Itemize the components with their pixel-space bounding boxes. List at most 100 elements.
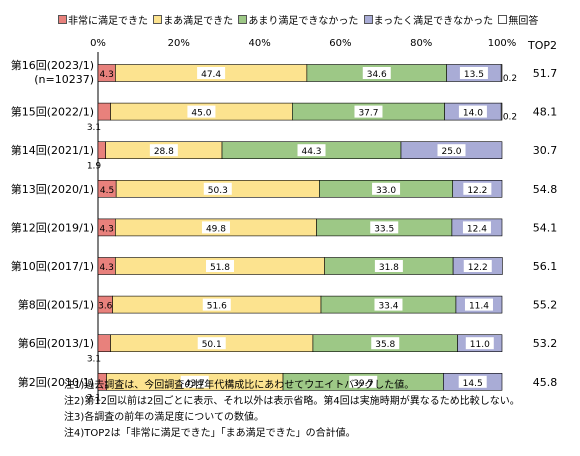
data-label: 12.2 bbox=[467, 186, 487, 196]
footnote-1: 注1)過去調査は、今回調査の性年代構成比にあわせてウエイトバックした値。 bbox=[64, 380, 415, 391]
data-label: 50.3 bbox=[208, 186, 228, 196]
data-label: 33.5 bbox=[374, 224, 394, 234]
legend-label-not-very-satisfied: あまり満足できなかった bbox=[248, 16, 359, 27]
top2-header: TOP2 bbox=[528, 39, 558, 52]
top2-value: 54.8 bbox=[533, 183, 558, 196]
data-label-bg bbox=[465, 337, 494, 350]
data-label-bg bbox=[463, 182, 492, 195]
category-label: 第10回(2017/1) bbox=[11, 259, 94, 273]
data-label: 51.8 bbox=[210, 263, 230, 273]
data-label: 1.9 bbox=[87, 162, 102, 172]
category-label: 第16回(2023/1) bbox=[11, 58, 94, 72]
chart-legend: 非常に満足できた まあ満足できた あまり満足できなかった まったく満足できなかっ… bbox=[58, 12, 540, 27]
data-label: 45.0 bbox=[191, 109, 211, 119]
data-label-bg bbox=[374, 260, 403, 272]
top2-value: 45.8 bbox=[533, 376, 558, 389]
data-label: 2.1 bbox=[87, 393, 101, 403]
data-label-bg bbox=[354, 105, 383, 118]
bar-segment bbox=[97, 102, 111, 121]
data-label-bg bbox=[462, 221, 491, 234]
data-label-bg bbox=[372, 182, 401, 195]
data-label-bg bbox=[437, 144, 466, 157]
top2-value: 54.1 bbox=[533, 221, 558, 234]
footnote-3: 注3)各調査の前年の満足度についての数値。 bbox=[64, 412, 264, 423]
data-label: 14.5 bbox=[463, 379, 483, 389]
data-label-bg bbox=[201, 221, 230, 234]
data-label-bg bbox=[202, 298, 231, 311]
legend-swatch-somewhat-satisfied bbox=[153, 15, 163, 24]
data-label-bg bbox=[370, 221, 399, 234]
x-tick-label: 40% bbox=[248, 38, 270, 49]
data-label-bg bbox=[459, 67, 488, 79]
category-label: 第14回(2021/1) bbox=[11, 143, 94, 157]
data-label-bg bbox=[187, 105, 216, 118]
data-label-bg bbox=[371, 337, 400, 350]
legend-item-somewhat-satisfied: まあ満足できた bbox=[153, 12, 233, 27]
data-label: 3.1 bbox=[87, 355, 101, 365]
footnotes: 注1)過去調査は、今回調査の性年代構成比にあわせてウエイトバックした値。 注2)… bbox=[64, 378, 574, 442]
top2-value: 53.2 bbox=[533, 337, 558, 350]
data-label: 4.3 bbox=[100, 224, 114, 234]
data-label: 4.3 bbox=[100, 263, 114, 273]
legend-swatch-very-satisfied bbox=[58, 15, 67, 24]
data-label: 31.8 bbox=[379, 263, 399, 273]
data-label-bg bbox=[362, 67, 391, 79]
data-label: 44.3 bbox=[301, 147, 321, 157]
data-label-bg bbox=[203, 182, 232, 195]
data-label-bg bbox=[463, 260, 492, 272]
top2-value: 55.2 bbox=[533, 299, 558, 312]
data-label: 47.4 bbox=[201, 70, 221, 80]
data-label: 49.8 bbox=[206, 224, 226, 234]
data-label: 11.0 bbox=[470, 340, 490, 350]
legend-label-somewhat-satisfied: まあ満足できた bbox=[163, 16, 234, 27]
data-label-bg bbox=[197, 337, 226, 350]
data-label: 4.5 bbox=[100, 186, 114, 196]
data-label: 34.6 bbox=[367, 70, 387, 80]
data-label: 14.0 bbox=[463, 109, 483, 119]
legend-item-not-at-all-satisfied: まったく満足できなかった bbox=[363, 12, 494, 27]
data-label: 3.1 bbox=[87, 123, 101, 133]
category-label: 第8回(2015/1) bbox=[18, 298, 94, 312]
footnote-4: 注4)TOP2は「非常に満足できた」「まあ満足できた」の合計値。 bbox=[64, 428, 356, 439]
data-label-bg bbox=[458, 105, 487, 118]
top2-value: 51.7 bbox=[533, 67, 558, 80]
top2-value: 30.7 bbox=[533, 144, 558, 157]
data-label: 4.3 bbox=[100, 70, 114, 80]
footnote-2: 注2)第12回以前は2回ごとに表示、それ以外は表示省略。第4回は実施時期が異なる… bbox=[64, 396, 520, 407]
data-label-bg bbox=[180, 375, 209, 388]
bar-segment bbox=[97, 141, 106, 159]
category-label: 第15回(2022/1) bbox=[11, 105, 94, 119]
x-tick-label: 100% bbox=[488, 38, 517, 49]
bar-segment bbox=[500, 64, 503, 82]
data-label: 35.8 bbox=[375, 340, 395, 350]
data-label: 13.5 bbox=[464, 70, 484, 80]
legend-item-no-answer: 無回答 bbox=[498, 12, 538, 27]
data-label-bg bbox=[149, 144, 178, 157]
data-label-bg bbox=[197, 67, 226, 79]
x-tick-label: 0% bbox=[90, 38, 106, 49]
data-label-bg bbox=[349, 375, 378, 388]
data-label: 3.6 bbox=[98, 302, 113, 312]
x-tick-label: 20% bbox=[168, 38, 190, 49]
data-label: 12.4 bbox=[467, 224, 487, 234]
data-label: 43.7 bbox=[185, 379, 205, 389]
data-label: 33.4 bbox=[378, 302, 398, 312]
data-label: 37.7 bbox=[358, 109, 378, 119]
bar-segment bbox=[500, 102, 503, 121]
bar-segment bbox=[97, 334, 111, 353]
legend-swatch-not-very-satisfied bbox=[238, 15, 248, 24]
legend-item-not-very-satisfied: あまり満足できなかった bbox=[238, 12, 358, 27]
data-label-bg bbox=[297, 144, 326, 157]
top2-value: 48.1 bbox=[533, 106, 558, 119]
data-label: 50.1 bbox=[202, 340, 222, 350]
category-label: 第13回(2020/1) bbox=[11, 182, 94, 196]
legend-label-not-at-all-satisfied: まったく満足できなかった bbox=[373, 16, 494, 27]
data-label: 11.4 bbox=[469, 302, 489, 312]
data-label: 12.2 bbox=[468, 263, 488, 273]
category-label: 第6回(2013/1) bbox=[18, 336, 94, 350]
data-label: 0.2 bbox=[503, 113, 517, 123]
top2-value: 56.1 bbox=[533, 260, 558, 273]
category-label: 第12回(2019/1) bbox=[11, 220, 94, 234]
data-label: 28.8 bbox=[154, 147, 174, 157]
